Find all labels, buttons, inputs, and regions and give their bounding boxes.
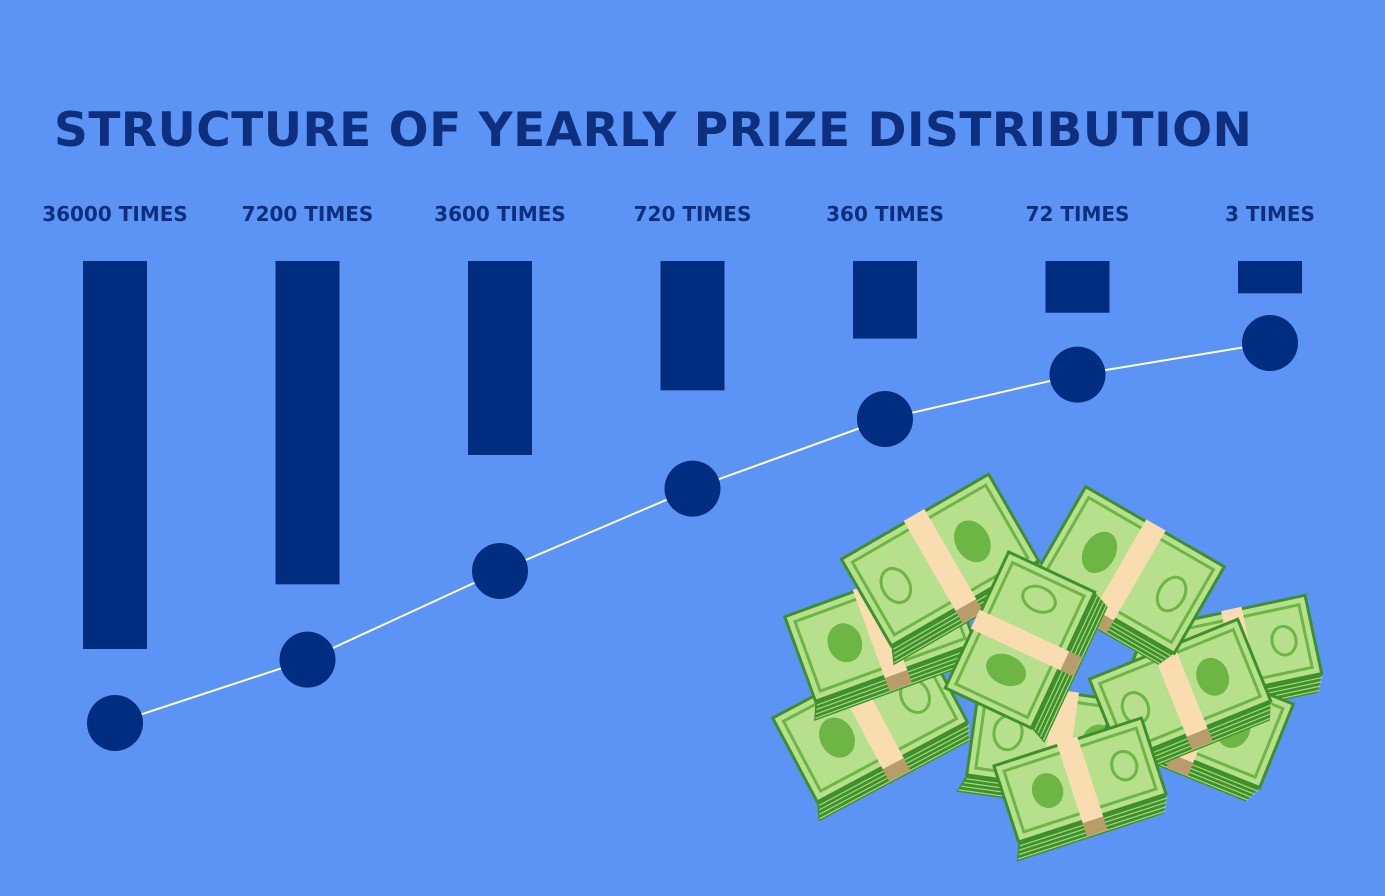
bar — [83, 261, 147, 649]
cash-bundle-icon — [943, 549, 1108, 743]
bar — [1045, 261, 1110, 313]
money-pile-icon — [770, 472, 1324, 862]
chart-title: STRUCTURE OF YEARLY PRIZE DISTRIBUTION — [54, 103, 1253, 158]
line-point — [87, 695, 143, 751]
category-label: 3600 TIMES — [434, 202, 566, 226]
trend-line — [87, 315, 1298, 751]
line-point — [857, 391, 913, 447]
line-point — [472, 543, 528, 599]
category-labels: 36000 TIMES 7200 TIMES 3600 TIMES 720 TIMES… — [42, 202, 1315, 226]
line-point — [1049, 346, 1106, 403]
bar — [853, 261, 917, 339]
line-point — [1242, 315, 1298, 371]
category-label: 7200 TIMES — [242, 202, 374, 226]
category-label: 36000 TIMES — [42, 202, 188, 226]
category-label: 720 TIMES — [634, 202, 752, 226]
bars — [83, 261, 1302, 649]
bar — [1238, 261, 1302, 294]
line-point — [279, 631, 336, 688]
line-point — [664, 460, 721, 517]
cash-bundle-icon — [992, 716, 1168, 862]
bar — [660, 261, 725, 391]
category-label: 360 TIMES — [826, 202, 944, 226]
category-label: 72 TIMES — [1026, 202, 1130, 226]
bar — [468, 261, 532, 455]
bar — [275, 261, 340, 585]
category-label: 3 TIMES — [1225, 202, 1315, 226]
